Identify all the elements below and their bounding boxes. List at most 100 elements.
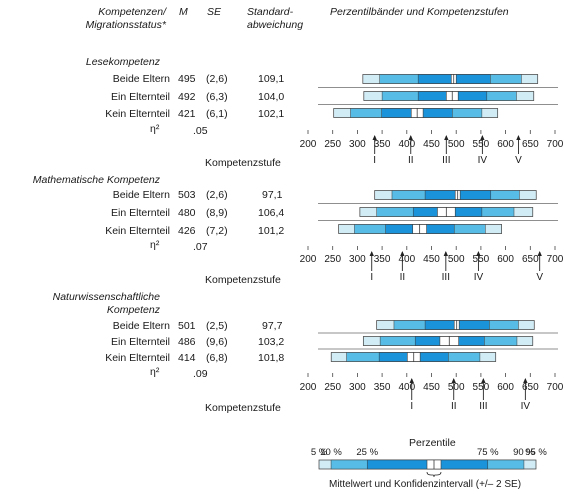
level-label: IV — [478, 155, 488, 166]
axis-tick-label: 200 — [300, 254, 317, 265]
level-arrowhead — [408, 135, 413, 140]
row-sd: 106,4 — [258, 207, 285, 219]
header-group-line2: Migrationsstatus* — [85, 19, 166, 31]
level-arrowhead — [476, 251, 481, 256]
level-arrowhead — [372, 135, 377, 140]
row-sd: 102,1 — [258, 108, 285, 120]
header-group: Kompetenzen/ Migrationsstatus* — [48, 6, 166, 32]
row-sd: 109,1 — [258, 73, 285, 85]
row-label: Beide Eltern — [112, 189, 170, 201]
axis-tick-label: 500 — [448, 254, 465, 265]
row-sd: 97,7 — [262, 320, 283, 332]
axis-tick-label: 250 — [324, 254, 341, 265]
legend-percentile-label: 75 % — [477, 447, 499, 458]
row-mean: 486 — [178, 336, 196, 348]
header-sd-line1: Standard- — [247, 6, 294, 18]
row-se: (6,1) — [206, 108, 228, 120]
percentile-band-row — [363, 91, 535, 101]
percentile-band-row — [333, 108, 499, 118]
row-sd: 103,2 — [258, 336, 285, 348]
row-mean: 503 — [178, 189, 196, 201]
level-arrowhead — [400, 251, 405, 256]
axis-tick-label: 650 — [522, 254, 539, 265]
legend-title: Perzentile — [409, 437, 456, 449]
header-se: SE — [207, 6, 222, 18]
row-se: (2,6) — [206, 73, 228, 85]
axis-tick-label: 600 — [497, 382, 514, 393]
level-arrowhead — [409, 378, 414, 383]
row-se: (7,2) — [206, 225, 228, 237]
section-title-science-line2: Kompetenz — [106, 304, 160, 316]
levels-label: Kompetenzstufe — [205, 274, 281, 286]
axis-tick-label: 300 — [349, 382, 366, 393]
axis-tick-label: 600 — [497, 254, 514, 265]
axis-tick-label: 500 — [448, 139, 465, 150]
row-sd: 97,1 — [262, 189, 283, 201]
level-arrowhead — [537, 251, 542, 256]
row-sd: 104,0 — [258, 91, 285, 103]
level-arrowhead — [369, 251, 374, 256]
row-mean: 492 — [178, 91, 196, 103]
level-label: III — [442, 155, 450, 166]
axis-tick-label: 700 — [547, 139, 564, 150]
percentile-band-row — [362, 74, 539, 84]
axis-tick-label: 300 — [349, 139, 366, 150]
axis-tick-label: 400 — [398, 139, 415, 150]
row-mean: 414 — [178, 352, 196, 364]
header-chart-title: Perzentilbänder und Kompetenzstufen — [330, 6, 509, 18]
header-m: M — [179, 6, 188, 18]
legend-percentile-label: 90 % — [513, 447, 535, 458]
row-mean: 421 — [178, 108, 196, 120]
percentile-band-row — [376, 320, 535, 330]
axis-tick-label: 700 — [547, 382, 564, 393]
row-label: Kein Elternteil — [105, 225, 170, 237]
row-label: Ein Elternteil — [111, 91, 170, 103]
eta-label: η² — [150, 239, 160, 251]
level-label: II — [400, 272, 406, 283]
level-arrowhead — [480, 135, 485, 140]
level-label: V — [536, 272, 543, 283]
axis-tick-label: 250 — [324, 139, 341, 150]
percentile-band-row — [338, 224, 502, 234]
level-arrowhead — [451, 378, 456, 383]
axis-tick-label: 700 — [547, 254, 564, 265]
percentile-band-row — [362, 336, 534, 346]
axis-tick-label: 550 — [473, 254, 490, 265]
level-label: III — [442, 272, 450, 283]
axis-tick-label: 400 — [398, 382, 415, 393]
row-label: Beide Eltern — [112, 73, 170, 85]
row-label: Ein Elternteil — [111, 336, 170, 348]
row-se: (8,9) — [206, 207, 228, 219]
axis-tick-label: 600 — [497, 139, 514, 150]
percentile-band-row — [374, 190, 537, 200]
legend-percentile-label: 95 % — [525, 447, 547, 458]
percentile-band-row — [330, 352, 497, 362]
axis-tick-label: 200 — [300, 382, 317, 393]
axis-tick-label: 450 — [423, 139, 440, 150]
axis-tick-label: 650 — [522, 139, 539, 150]
level-arrowhead — [444, 135, 449, 140]
axis-tick-label: 550 — [473, 139, 490, 150]
row-mean: 495 — [178, 73, 196, 85]
axis-tick-label: 300 — [349, 254, 366, 265]
level-label: IV — [521, 401, 531, 412]
level-arrowhead — [481, 378, 486, 383]
row-label: Kein Elternteil — [105, 352, 170, 364]
section-title-science-line1: Naturwissenschaftliche — [52, 291, 160, 303]
header-sd-line2: abweichung — [247, 19, 304, 31]
section-title-reading: Lesekompetenz — [85, 56, 160, 68]
legend-caption: Mittelwert und Konfidenzintervall (+/– 2… — [329, 479, 522, 490]
axis-tick-label: 650 — [522, 382, 539, 393]
eta-value: .05 — [193, 125, 208, 137]
axis-tick-label: 350 — [374, 382, 391, 393]
axis-tick-label: 350 — [374, 139, 391, 150]
level-label: I — [370, 272, 373, 283]
axis-tick-label: 450 — [423, 254, 440, 265]
axis-tick-label: 200 — [300, 139, 317, 150]
level-label: V — [515, 155, 522, 166]
axis-tick-label: 550 — [473, 382, 490, 393]
row-mean: 501 — [178, 320, 196, 332]
level-arrowhead — [516, 135, 521, 140]
